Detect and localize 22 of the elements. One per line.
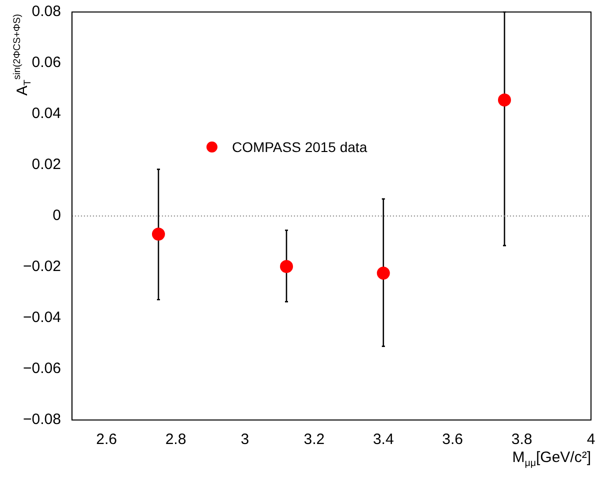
x-tick-label: 2.8 (165, 431, 186, 448)
y-tick-label: 0.04 (32, 105, 61, 122)
point (376, 266, 390, 280)
x-tick-label: 4 (586, 431, 596, 448)
x-tick-label: 2.6 (96, 431, 117, 448)
y-tick-label: −0.08 (22, 411, 61, 428)
x-tick-label: 3.6 (442, 431, 464, 448)
point (498, 93, 511, 106)
y-tick-label: −0.04 (22, 309, 61, 326)
y-tick-label: 0.08 (32, 3, 61, 20)
x-tick-label: 3 (240, 431, 250, 448)
point (280, 260, 293, 273)
legend-label: COMPASS 2015 data (232, 138, 368, 155)
x-tick-label: 3.2 (304, 431, 325, 448)
y-tick-label: 0.06 (32, 54, 61, 72)
y-tick-label: −0.06 (22, 360, 61, 378)
x-tick-label: 3.8 (511, 431, 532, 448)
y-tick-label: −0.02 (22, 258, 61, 276)
y-tick-label: 0.02 (32, 156, 61, 174)
x-tick-label: 3.4 (372, 431, 394, 448)
y-tick-label: 0 (52, 207, 61, 224)
point (152, 228, 165, 241)
